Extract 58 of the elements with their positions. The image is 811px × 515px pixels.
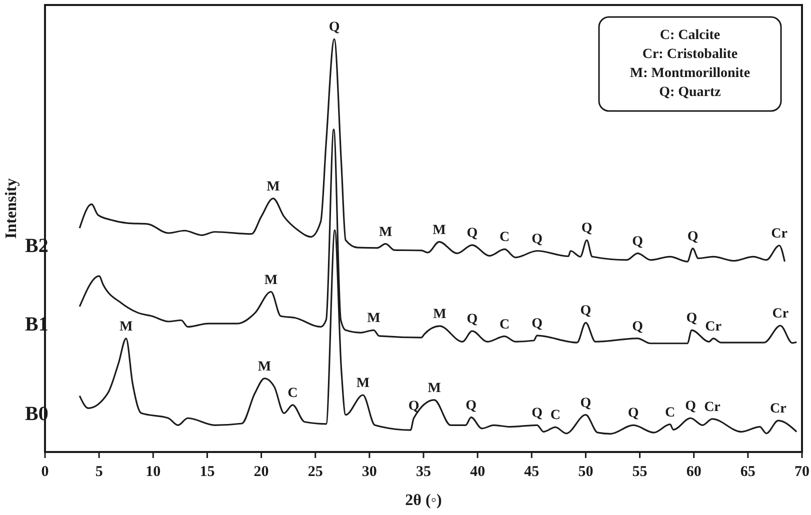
annotation: Q (532, 316, 543, 332)
annotation: Q (632, 234, 644, 250)
annotation: Q (685, 399, 696, 414)
y-axis-title: Intensity (3, 178, 20, 239)
annotation: C (665, 405, 676, 420)
x-tick-label: 10 (146, 464, 161, 480)
annotation: Q (532, 406, 543, 422)
annotation: Q (632, 319, 644, 334)
annotation: Q (408, 399, 420, 414)
annotation: Cr (705, 319, 722, 334)
annotation: Q (466, 312, 478, 327)
annotation: M: Montmorillonite (630, 66, 750, 81)
x-tick-label: 5 (95, 464, 103, 480)
annotation: Q (686, 311, 698, 326)
annotation: M (356, 376, 370, 392)
annotation: M (266, 179, 280, 194)
annotation: Cr (704, 400, 720, 415)
annotation: Cr (771, 226, 788, 242)
annotation: Q: Quartz (659, 85, 721, 100)
annotation: M (264, 272, 278, 288)
annotation: Cr (772, 306, 789, 322)
annotation: Q (328, 20, 340, 35)
annotation: M (120, 319, 133, 334)
annotation: Cr (770, 402, 786, 417)
x-tick-label: 35 (416, 464, 431, 480)
x-tick-label: 30 (362, 464, 377, 480)
x-tick-label: 60 (686, 464, 702, 480)
annotation: C (500, 317, 510, 332)
x-tick-label: 20 (254, 464, 269, 480)
annotation: Q (466, 226, 478, 242)
x-tick-label: 70 (794, 464, 810, 480)
x-tick-label: 55 (632, 464, 648, 480)
x-tick-label: 45 (524, 464, 540, 480)
annotation: C: Calcite (660, 28, 720, 43)
annotation: Q (687, 229, 698, 244)
annotation: Cr: Cristobalite (642, 47, 738, 62)
annotation: C (550, 408, 560, 424)
annotation: Q (580, 396, 592, 411)
annotation: M (428, 380, 441, 396)
annotation: M (432, 222, 446, 238)
x-tick-label: 65 (740, 464, 756, 480)
x-tick-label: 15 (200, 464, 215, 480)
x-tick-label: 25 (308, 464, 323, 480)
annotation: Q (466, 398, 477, 414)
annotation: Q (628, 406, 639, 422)
annotation: Q (532, 232, 543, 247)
annotation: M (258, 359, 272, 374)
annotation: M (367, 311, 380, 326)
x-tick-label: 0 (41, 464, 49, 480)
annotation: M (433, 307, 446, 322)
annotation: C (288, 386, 298, 401)
x-tick-label: 50 (578, 464, 594, 480)
annotation: M (379, 224, 392, 240)
x-tick-label: 40 (470, 464, 486, 480)
annotation: C (500, 230, 510, 246)
x-axis-title: 2θ (◦) (405, 492, 442, 509)
annotation: Q (580, 304, 592, 319)
annotation: Q (581, 221, 592, 236)
